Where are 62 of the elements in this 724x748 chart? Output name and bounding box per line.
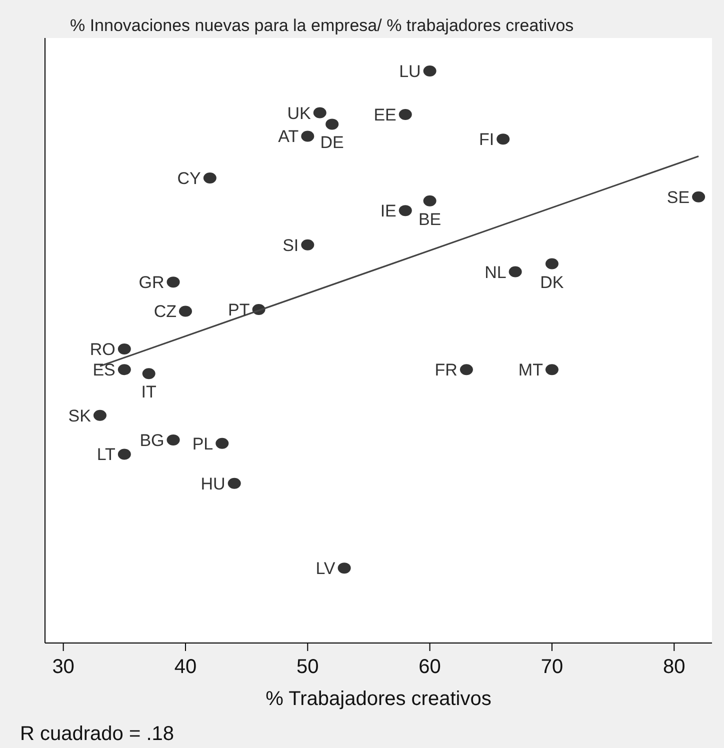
annotation: NL: [484, 262, 506, 282]
annotation: FI: [478, 130, 494, 150]
annotation: IE: [380, 202, 396, 221]
point: [496, 134, 510, 145]
annotation: PL: [192, 434, 214, 454]
point: [118, 364, 131, 376]
annotation: GR: [138, 273, 164, 292]
annotation: BG: [140, 430, 164, 450]
x-tick-label: 70: [540, 656, 564, 678]
annotation: IT: [141, 382, 156, 402]
annotation: HU: [200, 474, 226, 494]
annotation: LU: [399, 62, 421, 81]
annotation: EE: [374, 105, 396, 124]
point: [118, 448, 131, 460]
point: [301, 239, 314, 250]
point: [216, 438, 229, 449]
annotation: SK: [68, 406, 92, 426]
annotation: LV: [316, 559, 336, 578]
point: [338, 562, 351, 574]
point: [203, 172, 216, 184]
annotation: RO: [90, 340, 116, 359]
point: [93, 410, 106, 421]
point: [545, 258, 558, 270]
annotation: LT: [96, 445, 116, 464]
annotation: SI: [282, 236, 299, 255]
point: [301, 130, 314, 142]
point: [545, 364, 558, 376]
annotation: UK: [287, 104, 312, 123]
x-tick-label: 40: [174, 656, 197, 678]
x-tick-label: 30: [52, 656, 74, 678]
point: [398, 205, 412, 216]
annotation: AT: [278, 127, 299, 146]
point: [460, 364, 473, 376]
point: [142, 368, 156, 380]
y-axis-title: % Innovaciones nuevas para la empresa/ % trabajadores creativos: [70, 16, 574, 35]
x-tick-label: 80: [663, 656, 686, 678]
point: [692, 191, 706, 202]
annotation: DE: [320, 133, 344, 152]
point: [313, 107, 326, 118]
annotation: CZ: [154, 302, 176, 322]
annotation: BE: [418, 210, 442, 229]
x-axis-title: % Trabajadores creativos: [266, 688, 492, 710]
point: [326, 118, 339, 130]
x-tick-label: 50: [296, 656, 319, 678]
point: [166, 276, 180, 288]
annotation: CY: [177, 168, 201, 188]
annotation: SE: [666, 188, 690, 207]
annotation: MT: [518, 360, 543, 380]
point: [166, 434, 180, 446]
annotation: ES: [92, 360, 116, 380]
point: [398, 108, 412, 120]
point: [508, 266, 522, 278]
annotation: DK: [540, 272, 564, 292]
text: R cuadrado = .18: [20, 723, 174, 745]
annotation: FR: [434, 360, 458, 380]
point: [423, 66, 436, 76]
x-tick-label: 60: [418, 656, 441, 678]
point: [228, 478, 241, 489]
point: [178, 306, 192, 317]
point: [118, 343, 131, 354]
annotation: PT: [228, 300, 250, 320]
point: [423, 195, 436, 206]
